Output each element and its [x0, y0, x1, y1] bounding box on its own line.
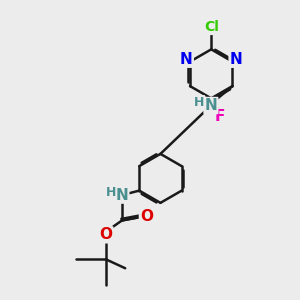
Text: N: N	[205, 98, 217, 113]
Text: N: N	[180, 52, 193, 67]
Text: H: H	[106, 186, 116, 199]
Text: F: F	[214, 110, 225, 124]
Text: O: O	[99, 227, 112, 242]
Text: Cl: Cl	[204, 20, 219, 34]
Text: O: O	[140, 209, 153, 224]
Text: N: N	[230, 52, 242, 67]
Text: N: N	[116, 188, 128, 202]
Text: H: H	[194, 96, 204, 109]
